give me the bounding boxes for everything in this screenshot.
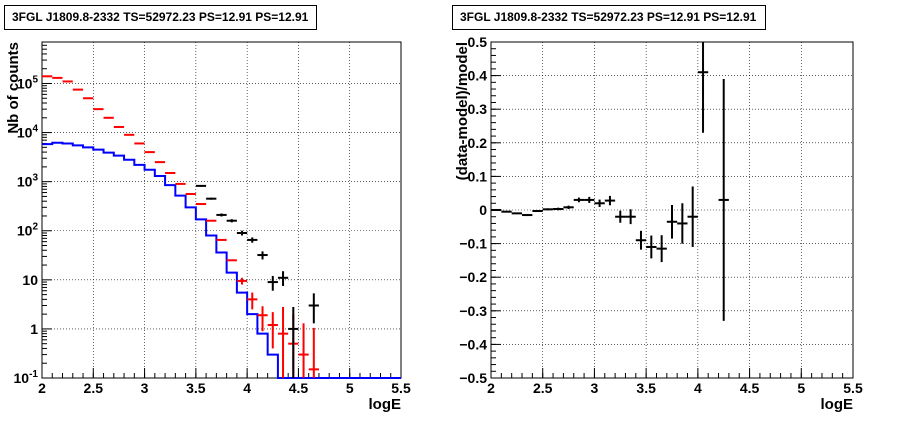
y-tick-label: 104 [17, 124, 39, 141]
x-tick-label: 3.5 [186, 380, 206, 396]
y-tick-label: −0.4 [459, 336, 487, 352]
left-panel-title: 3FGL J1809.8-2332 TS=52972.23 PS=12.91 P… [4, 5, 317, 30]
x-tick-label: 2.5 [84, 380, 104, 396]
y-tick-label: 0.2 [468, 135, 488, 151]
x-tick-label: 4.5 [289, 380, 309, 396]
y-tick-label: 0.3 [468, 101, 488, 117]
x-axis-label: logE [821, 396, 854, 413]
y-tick-label: −0.2 [459, 269, 487, 285]
x-tick-label: 2 [487, 380, 495, 396]
plot-frame [41, 41, 402, 379]
y-axis-label: Nb of counts [5, 42, 22, 134]
y-tick-label: 10-1 [14, 369, 39, 386]
y-tick-label: −0.5 [459, 370, 487, 386]
y-tick-label: −0.1 [459, 236, 487, 252]
y-tick-label: 0 [479, 202, 487, 218]
y-tick-label: 1 [30, 321, 38, 337]
right-panel-title: 3FGL J1809.8-2332 TS=52972.23 PS=12.91 P… [452, 5, 766, 30]
x-axis-label: logE [369, 396, 402, 413]
y-tick-label: 103 [17, 173, 39, 190]
x-tick-label: 5.5 [391, 380, 411, 396]
x-tick-label: 5 [797, 380, 805, 396]
x-tick-label: 4.5 [740, 380, 760, 396]
y-tick-label: 0.1 [468, 168, 488, 184]
x-tick-label: 5 [346, 380, 354, 396]
y-tick-label: 105 [17, 74, 39, 91]
y-tick-label: 10 [22, 272, 38, 288]
x-tick-label: 5.5 [843, 380, 863, 396]
y-tick-label: 102 [17, 222, 39, 239]
model-histogram-line [42, 141, 401, 379]
x-tick-label: 3 [141, 380, 149, 396]
y-tick-label: 0.4 [468, 68, 488, 84]
x-tick-label: 4 [694, 380, 702, 396]
y-tick-label: 0.5 [468, 34, 488, 50]
x-tick-label: 3.5 [636, 380, 656, 396]
x-tick-label: 3 [591, 380, 599, 396]
y-axis-label: (data-model)/model [454, 42, 471, 180]
x-tick-label: 4 [243, 380, 251, 396]
x-tick-label: 2 [38, 380, 46, 396]
x-tick-label: 2.5 [533, 380, 553, 396]
y-tick-label: −0.3 [459, 303, 487, 319]
